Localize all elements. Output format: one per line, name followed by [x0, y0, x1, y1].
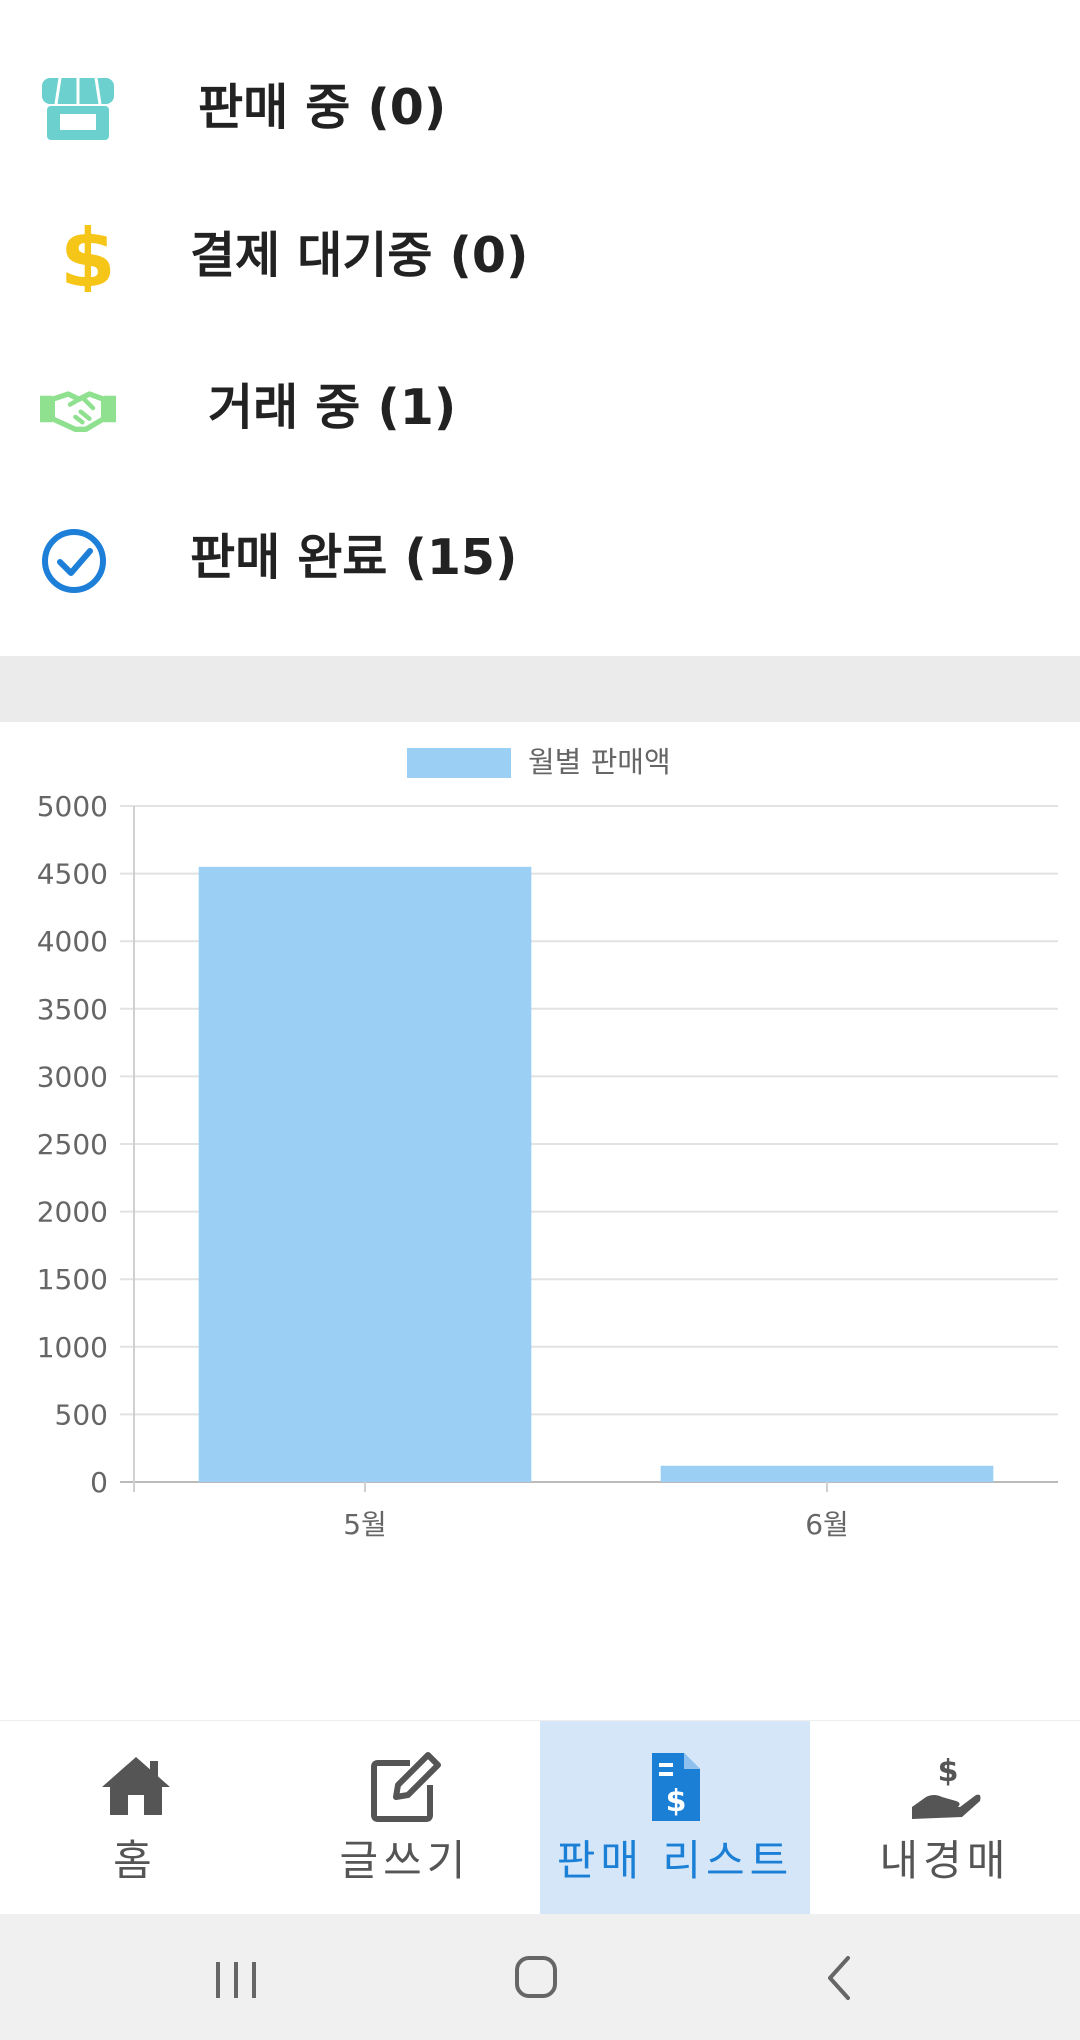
- legend-swatch: [407, 748, 511, 778]
- section-divider: [0, 656, 1080, 722]
- nav-home-label: 홈: [113, 1836, 157, 1885]
- status-label-awaiting-payment: 결제 대기중 (0): [190, 227, 529, 284]
- status-label-sold: 판매 완료 (15): [190, 529, 518, 586]
- nav-write-label: 글쓰기: [339, 1836, 471, 1885]
- y-tick-label: 2500: [37, 1128, 108, 1161]
- store-icon: [42, 77, 114, 140]
- nav-write[interactable]: 글쓰기: [270, 1721, 540, 1915]
- svg-text:$: $: [60, 222, 116, 292]
- y-tick-label: 1000: [37, 1331, 108, 1364]
- edit-icon: [371, 1752, 441, 1822]
- bar-chart: 월별 판매액 0 500 1000 1500 2000 2500 3000 3500 4000 4…: [37, 745, 1058, 1541]
- x-tick-label: 5월: [343, 1508, 387, 1541]
- y-tick-label: 1500: [37, 1263, 108, 1296]
- invoice-dollar-icon: $: [652, 1753, 700, 1821]
- home-button-icon[interactable]: [497, 1940, 577, 2014]
- status-row-on-sale[interactable]: 판매 중 (0): [0, 34, 1080, 184]
- status-row-sold[interactable]: 판매 완료 (15): [0, 484, 1080, 634]
- y-tick-label: 500: [55, 1398, 108, 1431]
- handshake-icon: [40, 391, 116, 432]
- y-tick-label: 4500: [37, 858, 108, 891]
- y-tick-label: 3500: [37, 993, 108, 1026]
- y-tick-label: 2000: [37, 1196, 108, 1229]
- svg-text:$: $: [666, 1784, 687, 1819]
- svg-text:$: $: [938, 1754, 959, 1789]
- nav-sales-list[interactable]: $ 판매 리스트: [540, 1721, 810, 1915]
- bar: [660, 1465, 994, 1482]
- nav-home[interactable]: 홈: [0, 1721, 270, 1915]
- legend-label: 월별 판매액: [528, 745, 671, 779]
- x-tick-label: 6월: [805, 1508, 849, 1541]
- y-tick-label: 3000: [37, 1060, 108, 1093]
- y-tick-label: 5000: [37, 790, 108, 823]
- status-row-awaiting-payment[interactable]: $ 결제 대기중 (0): [0, 182, 1080, 332]
- hand-dollar-icon: $: [912, 1754, 981, 1819]
- home-icon: [102, 1757, 170, 1815]
- status-label-in-transaction: 거래 중 (1): [208, 379, 457, 436]
- recent-apps-icon[interactable]: [196, 1940, 276, 2014]
- system-navigation-bar: [0, 1914, 1080, 2040]
- nav-my-auction[interactable]: $ 내경매: [810, 1721, 1080, 1915]
- nav-my-auction-label: 내경매: [879, 1836, 1011, 1885]
- back-icon[interactable]: [800, 1940, 880, 2014]
- nav-sales-list-label: 판매 리스트: [556, 1836, 794, 1885]
- bottom-navigation: 홈 글쓰기 $ 판매 리스트 $ 내경매: [0, 1720, 1080, 1915]
- y-tick-label: 0: [90, 1466, 108, 1499]
- sale-status-list: 판매 중 (0) $ 결제 대기중 (0) 거래 중 (1) 판매 완료 (15…: [0, 0, 1080, 656]
- check-circle-icon: [42, 529, 106, 593]
- status-row-in-transaction[interactable]: 거래 중 (1): [0, 334, 1080, 484]
- bar: [198, 866, 532, 1482]
- monthly-sales-chart: 월별 판매액 0 500 1000 1500 2000 2500 3000 3500 4000 4…: [0, 722, 1080, 1720]
- dollar-icon: $: [60, 222, 116, 292]
- status-label-on-sale: 판매 중 (0): [198, 79, 447, 136]
- y-tick-label: 4000: [37, 925, 108, 958]
